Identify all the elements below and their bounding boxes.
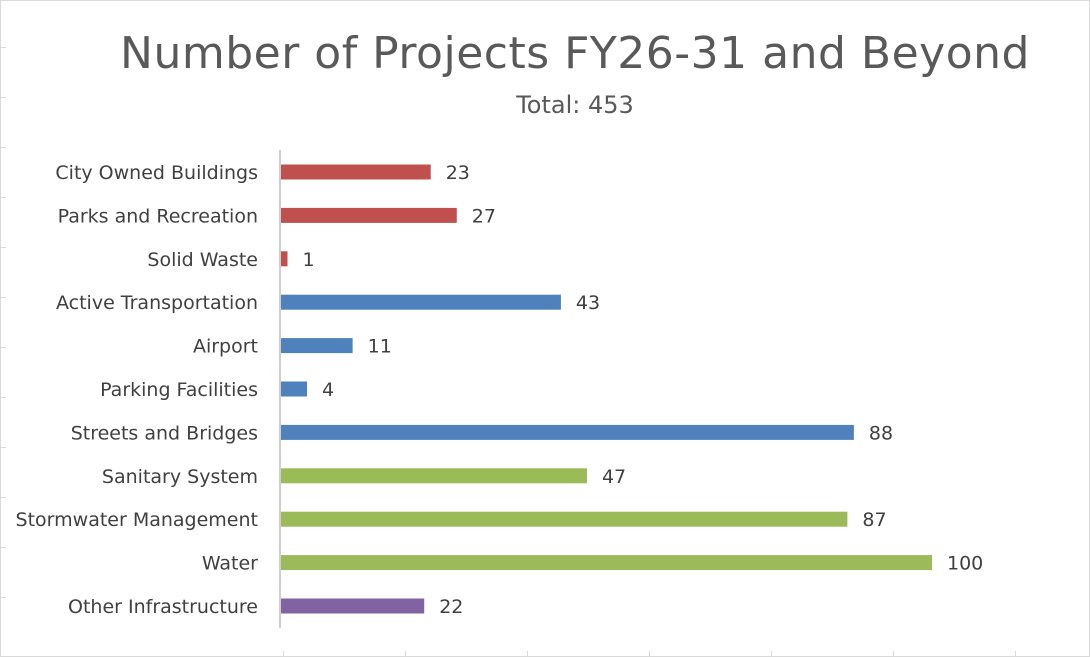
category-label: Stormwater Management: [16, 509, 258, 531]
data-label: 11: [368, 336, 392, 358]
category-labels-group: City Owned Buildings Parks and Recreation…: [16, 162, 259, 618]
bar: [281, 295, 561, 310]
category-label: Parks and Recreation: [58, 205, 258, 227]
category-label: Solid Waste: [147, 249, 258, 271]
bar: [281, 512, 847, 527]
bar: [281, 338, 353, 353]
data-label: 22: [439, 596, 463, 618]
bar: [281, 425, 854, 440]
category-label: City Owned Buildings: [55, 162, 258, 184]
data-label: 23: [446, 162, 470, 184]
category-label: Water: [202, 553, 258, 575]
data-label: 4: [322, 379, 334, 401]
bar: [281, 599, 424, 614]
category-label: Airport: [193, 336, 258, 358]
category-label: Parking Facilities: [100, 379, 258, 401]
bar: [281, 208, 457, 223]
data-label: 1: [303, 249, 315, 271]
category-label: Active Transportation: [56, 292, 258, 314]
data-label: 100: [947, 553, 983, 575]
data-label: 47: [602, 466, 626, 488]
category-label: Other Infrastructure: [68, 596, 258, 618]
bar: [281, 165, 431, 180]
bar: [281, 468, 587, 483]
bars-group: [281, 165, 932, 614]
bar: [281, 555, 932, 570]
data-label: 43: [576, 292, 600, 314]
data-label: 27: [472, 205, 496, 227]
bar: [281, 251, 288, 266]
bar: [281, 382, 307, 397]
data-label: 87: [862, 509, 886, 531]
data-label: 88: [869, 422, 893, 444]
category-label: Streets and Bridges: [71, 422, 258, 444]
category-label: Sanitary System: [102, 466, 258, 488]
